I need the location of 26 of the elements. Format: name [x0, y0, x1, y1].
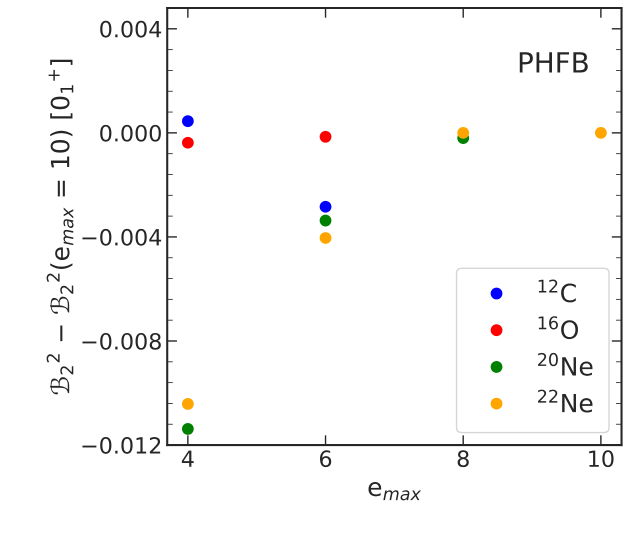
- point: [182, 136, 194, 149]
- x-axis-title: e$_{max}$: [368, 482, 422, 500]
- legend-label: $^{12}$C: [538, 280, 576, 302]
- x-tick-label: 8: [458, 450, 469, 468]
- point: [594, 126, 607, 139]
- x-tick-label: 6: [320, 450, 332, 468]
- point: [320, 130, 332, 143]
- point: [320, 200, 332, 213]
- point: [320, 214, 332, 226]
- point: [182, 115, 194, 128]
- point: [182, 398, 194, 410]
- point: [457, 126, 470, 139]
- y-tick-label: −0.012: [82, 437, 160, 454]
- legend-label: $^{16}$O: [538, 316, 578, 340]
- legend-label: $^{20}$Ne: [538, 352, 592, 376]
- y-tick-label: 0.000: [100, 124, 161, 142]
- text: ℬ$_{2}$$^{2}$ − ℬ$_{2}$$^{2}$(e$_{max}$ = 10) [0$_{1}$$^{+}$]: [46, 60, 74, 394]
- y-tick-label: 0.004: [100, 20, 162, 38]
- point: [320, 232, 332, 244]
- y-tick-label: −0.008: [82, 332, 161, 350]
- y-tick-label: −0.004: [82, 228, 162, 246]
- annotation: PHFB: [520, 52, 588, 72]
- point: [182, 423, 194, 435]
- x-tick-label: 10: [589, 450, 614, 468]
- x-tick-label: 4: [182, 450, 194, 467]
- legend-label: $^{22}$Ne: [538, 390, 592, 413]
